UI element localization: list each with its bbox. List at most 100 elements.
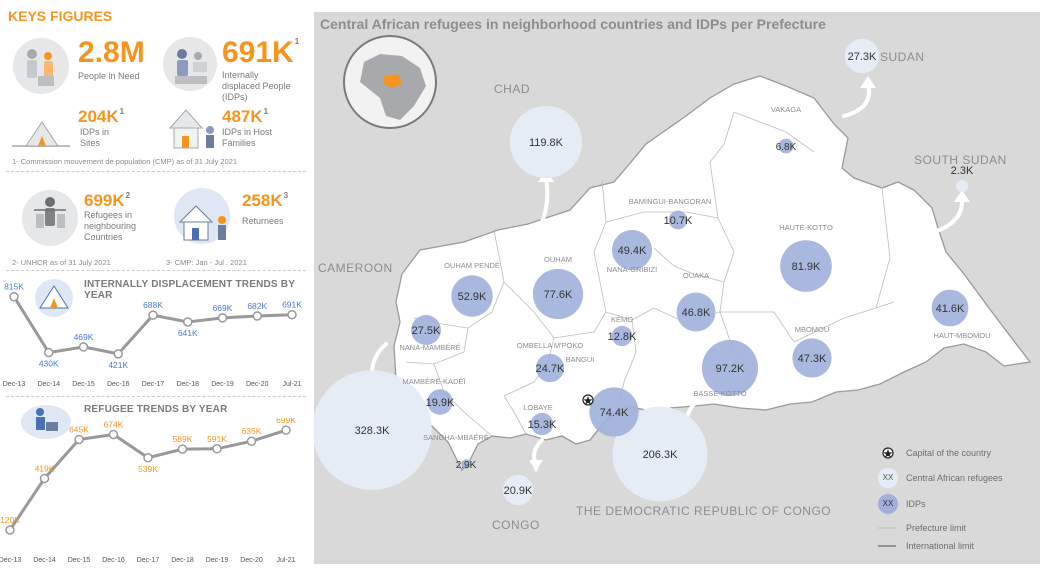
globe-inset	[343, 35, 437, 129]
data-label: 539K	[138, 464, 158, 474]
x-tick-label: Dec-20	[240, 557, 263, 564]
idp-value: 47.3K	[798, 353, 827, 365]
note-2: 2- UNHCR as of 31 July 2021	[12, 258, 111, 267]
refugee-value: 20.9K	[504, 485, 533, 497]
refugee-trend-chart: 120K Dec-13 419K Dec-14 645K Dec-15 674K Dec-16…	[0, 418, 296, 564]
idp-value: 10.7K	[664, 215, 693, 227]
idps-host-sup: 1	[263, 107, 269, 116]
refugee-circle	[509, 105, 583, 179]
idp-circle	[535, 353, 565, 383]
prefecture-name: OUAKA	[683, 271, 709, 280]
idp-circle	[530, 412, 554, 436]
key-figures-title: KEYS FIGURES	[8, 8, 113, 24]
prefecture-name: VAKAGA	[771, 105, 801, 114]
capital-star-icon	[583, 396, 593, 405]
country-label: CHAD	[494, 82, 531, 96]
data-point	[78, 342, 89, 352]
refugee-icon	[22, 190, 78, 246]
country-label: SOUTH SUDAN	[914, 153, 1007, 167]
data-label: 688K	[143, 300, 163, 310]
country-label: CAMEROON	[318, 261, 393, 275]
x-tick-label: Dec-17	[137, 557, 160, 564]
idp-circle	[780, 240, 832, 292]
idp-value: 49.4K	[618, 245, 647, 257]
x-tick-label: Dec-16	[102, 557, 125, 564]
data-label: 815K	[4, 282, 24, 292]
idp-circle	[931, 289, 969, 327]
legend-refugees-label: Central African refugees	[906, 473, 1003, 483]
legend-idp-xx: XX	[882, 499, 894, 508]
data-point	[143, 453, 153, 463]
map-title: Central African refugees in neighborhood…	[320, 16, 826, 32]
refugee-trend-title: REFUGEE TRENDS BY YEAR	[84, 404, 228, 415]
prefecture-name: OUHAM PENDÉ	[444, 261, 500, 270]
legend-international-limit-label: International limit	[906, 541, 975, 551]
car-territory	[393, 75, 1032, 472]
prefecture-name: MBOMOU	[795, 325, 830, 334]
data-point	[148, 310, 158, 320]
people-in-need-icon	[13, 38, 69, 94]
idp-value: 81.9K	[792, 261, 821, 273]
trend-line	[8, 428, 287, 531]
idp-value: 24.7K	[536, 363, 565, 375]
idp-circle	[532, 268, 584, 320]
idp-value: 15.3K	[528, 419, 557, 431]
key-figures-panel: KEYS FIGURES 2.8M People in Need 691K1 I…	[0, 0, 312, 574]
idp-value: 77.6K	[544, 289, 573, 301]
x-tick-label: Dec-14	[33, 557, 56, 564]
x-tick-label: Dec-19	[211, 381, 234, 388]
data-point	[44, 347, 54, 358]
prefecture-name: HAUT-MBOMOU	[933, 331, 990, 340]
refugee-value: 119.8K	[529, 137, 564, 149]
x-tick-label: Dec-19	[206, 557, 229, 564]
idp-circle	[461, 459, 471, 469]
country-label: THE DEMOCRATIC REPUBLIC OF CONGO	[576, 504, 832, 518]
returnees-icon	[174, 188, 230, 244]
refugees-sup: 2	[125, 191, 131, 200]
prefecture-name: LOBAYE	[523, 403, 552, 412]
data-label: 635K	[242, 426, 262, 436]
idp-value: 6.8K	[776, 142, 797, 153]
idp-circle	[451, 275, 493, 317]
data-point	[246, 436, 257, 446]
data-label: 674K	[104, 419, 124, 429]
idp-site-tent-icon	[12, 121, 70, 147]
people-in-need-value: 2.8M	[78, 36, 145, 69]
x-tick-label: Dec-13	[0, 557, 21, 564]
x-tick-label: Dec-20	[246, 381, 269, 388]
idp-value: 19.9K	[426, 397, 455, 409]
x-tick-label: Dec-18	[171, 557, 194, 564]
legend-symbols	[878, 447, 898, 547]
prefecture-name: BASSE-KOTTO	[693, 389, 746, 398]
refugee-circle	[956, 180, 968, 192]
idps-sup: 1	[294, 37, 300, 46]
prefecture-limits	[405, 111, 895, 437]
idp-circle	[411, 315, 441, 345]
refugees-value: 699K2	[84, 191, 131, 210]
data-label: 421K	[108, 360, 128, 370]
refugee-trend-icon	[21, 405, 71, 439]
idp-circle	[427, 389, 453, 415]
refugees-label: Refugees in neighbouring Countries	[84, 210, 137, 242]
idps-sites-value: 204K1	[78, 107, 125, 126]
prefecture-name: BANGUI	[566, 355, 595, 364]
divider	[6, 270, 306, 271]
idp-circle	[611, 229, 653, 271]
x-tick-label: Jul-21	[282, 381, 301, 388]
prefecture-name: OMBELLA M'POKO	[517, 341, 584, 350]
data-label: 641K	[178, 328, 198, 338]
idps-host-value: 487K1	[222, 107, 269, 126]
x-tick-label: Dec-18	[176, 381, 199, 388]
divider	[6, 396, 306, 397]
note-3: 3- CMP: Jan - Jul . 2021	[166, 258, 247, 267]
data-point	[217, 313, 228, 323]
refugee-circle	[502, 474, 534, 506]
idps-sites-label: IDPs in Sites	[80, 127, 110, 148]
divider	[6, 171, 306, 172]
idps-sites-sup: 1	[119, 107, 125, 116]
legend-prefecture-limit-label: Prefecture limit	[906, 523, 967, 533]
car-map: 119.8K 27.3K 2.3K 328.3K 20.9K 206.3K 6.8K VAKA…	[314, 35, 1032, 506]
returnees-label: Returnees	[242, 216, 284, 226]
x-tick-label: Dec-15	[72, 381, 95, 388]
note-1: 1- Commission mouvement de population (C…	[12, 157, 238, 166]
